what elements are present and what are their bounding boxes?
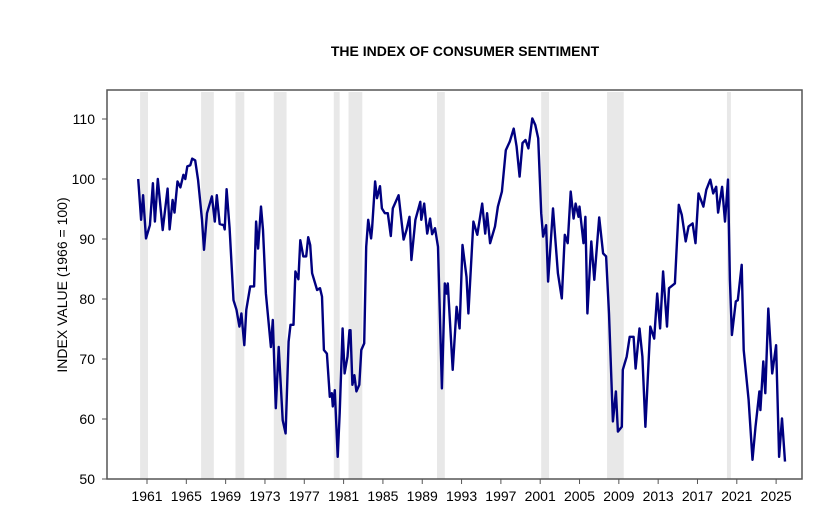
- recession-band: [140, 92, 148, 479]
- x-tick-label: 2001: [525, 488, 556, 504]
- recession-band: [273, 92, 287, 479]
- y-tick-label: 90: [79, 231, 95, 247]
- x-tick-label: 2013: [643, 488, 674, 504]
- chart-title: THE INDEX OF CONSUMER SENTIMENT: [330, 43, 600, 59]
- x-tick-label: 1981: [328, 488, 359, 504]
- y-tick-label: 70: [79, 351, 95, 367]
- y-axis-label: INDEX VALUE (1966 = 100): [54, 197, 70, 372]
- x-tick-label: 2025: [761, 488, 792, 504]
- recession-band: [541, 92, 550, 479]
- x-tick-label: 1973: [249, 488, 280, 504]
- recession-shading: [140, 92, 731, 479]
- x-tick-label: 1969: [210, 488, 241, 504]
- recession-band: [201, 92, 214, 479]
- y-axis: 50 60 70 80 90 100 110: [72, 111, 107, 487]
- x-tick-label: 1961: [131, 488, 162, 504]
- x-tick-label: 1977: [289, 488, 320, 504]
- recession-band: [436, 92, 445, 479]
- y-tick-label: 100: [72, 171, 96, 187]
- x-tick-label: 1985: [367, 488, 398, 504]
- y-tick-label: 110: [73, 111, 96, 127]
- recession-band: [235, 92, 245, 479]
- y-tick-label: 50: [79, 471, 95, 487]
- x-tick-label: 2021: [721, 488, 752, 504]
- y-tick-label: 80: [79, 291, 95, 307]
- sentiment-series-line: [137, 117, 787, 462]
- x-tick-label: 1989: [407, 488, 438, 504]
- x-tick-label: 2009: [603, 488, 634, 504]
- x-tick-label: 1997: [485, 488, 516, 504]
- recession-band: [333, 92, 340, 479]
- x-tick-label: 2005: [564, 488, 595, 504]
- x-tick-label: 1965: [171, 488, 202, 504]
- x-axis: 1961 1965 1969 1973 1977 1981 1985 1989 1993 1997…: [131, 479, 792, 504]
- y-tick-label: 60: [79, 411, 95, 427]
- recession-band: [348, 92, 363, 479]
- plot-frame: [106, 89, 803, 480]
- x-tick-label: 2017: [682, 488, 713, 504]
- x-tick-label: 1993: [446, 488, 477, 504]
